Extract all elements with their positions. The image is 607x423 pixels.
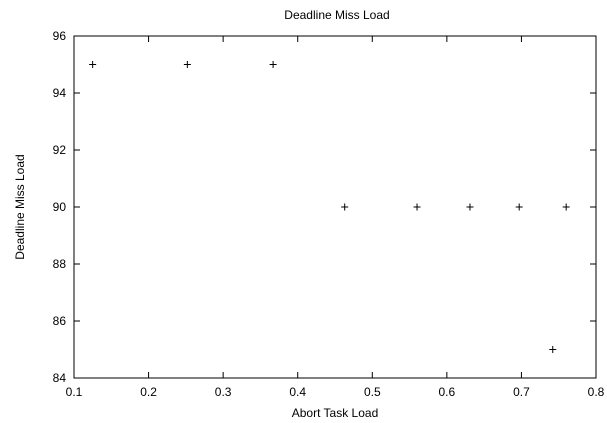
data-point: [183, 61, 191, 68]
y-axis-ticks: [74, 35, 596, 379]
data-point: [466, 203, 474, 211]
y-tick-label: 94: [53, 86, 67, 100]
x-tick-label: 0.8: [588, 385, 605, 399]
x-axis-tick-labels: 0.1 0.2 0.3 0.4 0.5 0.6 0.7 0.8: [66, 385, 605, 399]
y-tick-label: 84: [53, 371, 67, 385]
data-points: [89, 61, 570, 353]
x-tick-label: 0.6: [439, 385, 456, 399]
y-axis-label: Deadline Miss Load: [13, 154, 27, 259]
x-tick-label: 0.3: [215, 385, 232, 399]
x-tick-label: 0.5: [364, 385, 381, 399]
data-point: [413, 203, 421, 211]
data-point: [549, 346, 557, 353]
y-tick-label: 90: [53, 200, 67, 214]
y-tick-label: 92: [53, 143, 67, 157]
data-point: [341, 203, 349, 211]
chart-title: Deadline Miss Load: [284, 8, 389, 22]
x-tick-label: 0.1: [66, 385, 83, 399]
y-axis-tick-labels: 84 86 88 90 92 94 96: [53, 29, 67, 385]
x-tick-label: 0.2: [140, 385, 157, 399]
y-tick-label: 88: [53, 257, 67, 271]
data-point: [89, 61, 97, 68]
y-tick-label: 86: [53, 314, 67, 328]
x-tick-label: 0.4: [289, 385, 306, 399]
x-axis-label: Abort Task Load: [292, 406, 379, 420]
data-point: [269, 61, 277, 68]
y-tick-label: 96: [53, 29, 67, 43]
data-point: [562, 203, 570, 211]
data-point: [515, 203, 523, 211]
x-axis-ticks: [73, 36, 597, 378]
x-tick-label: 0.7: [513, 385, 530, 399]
